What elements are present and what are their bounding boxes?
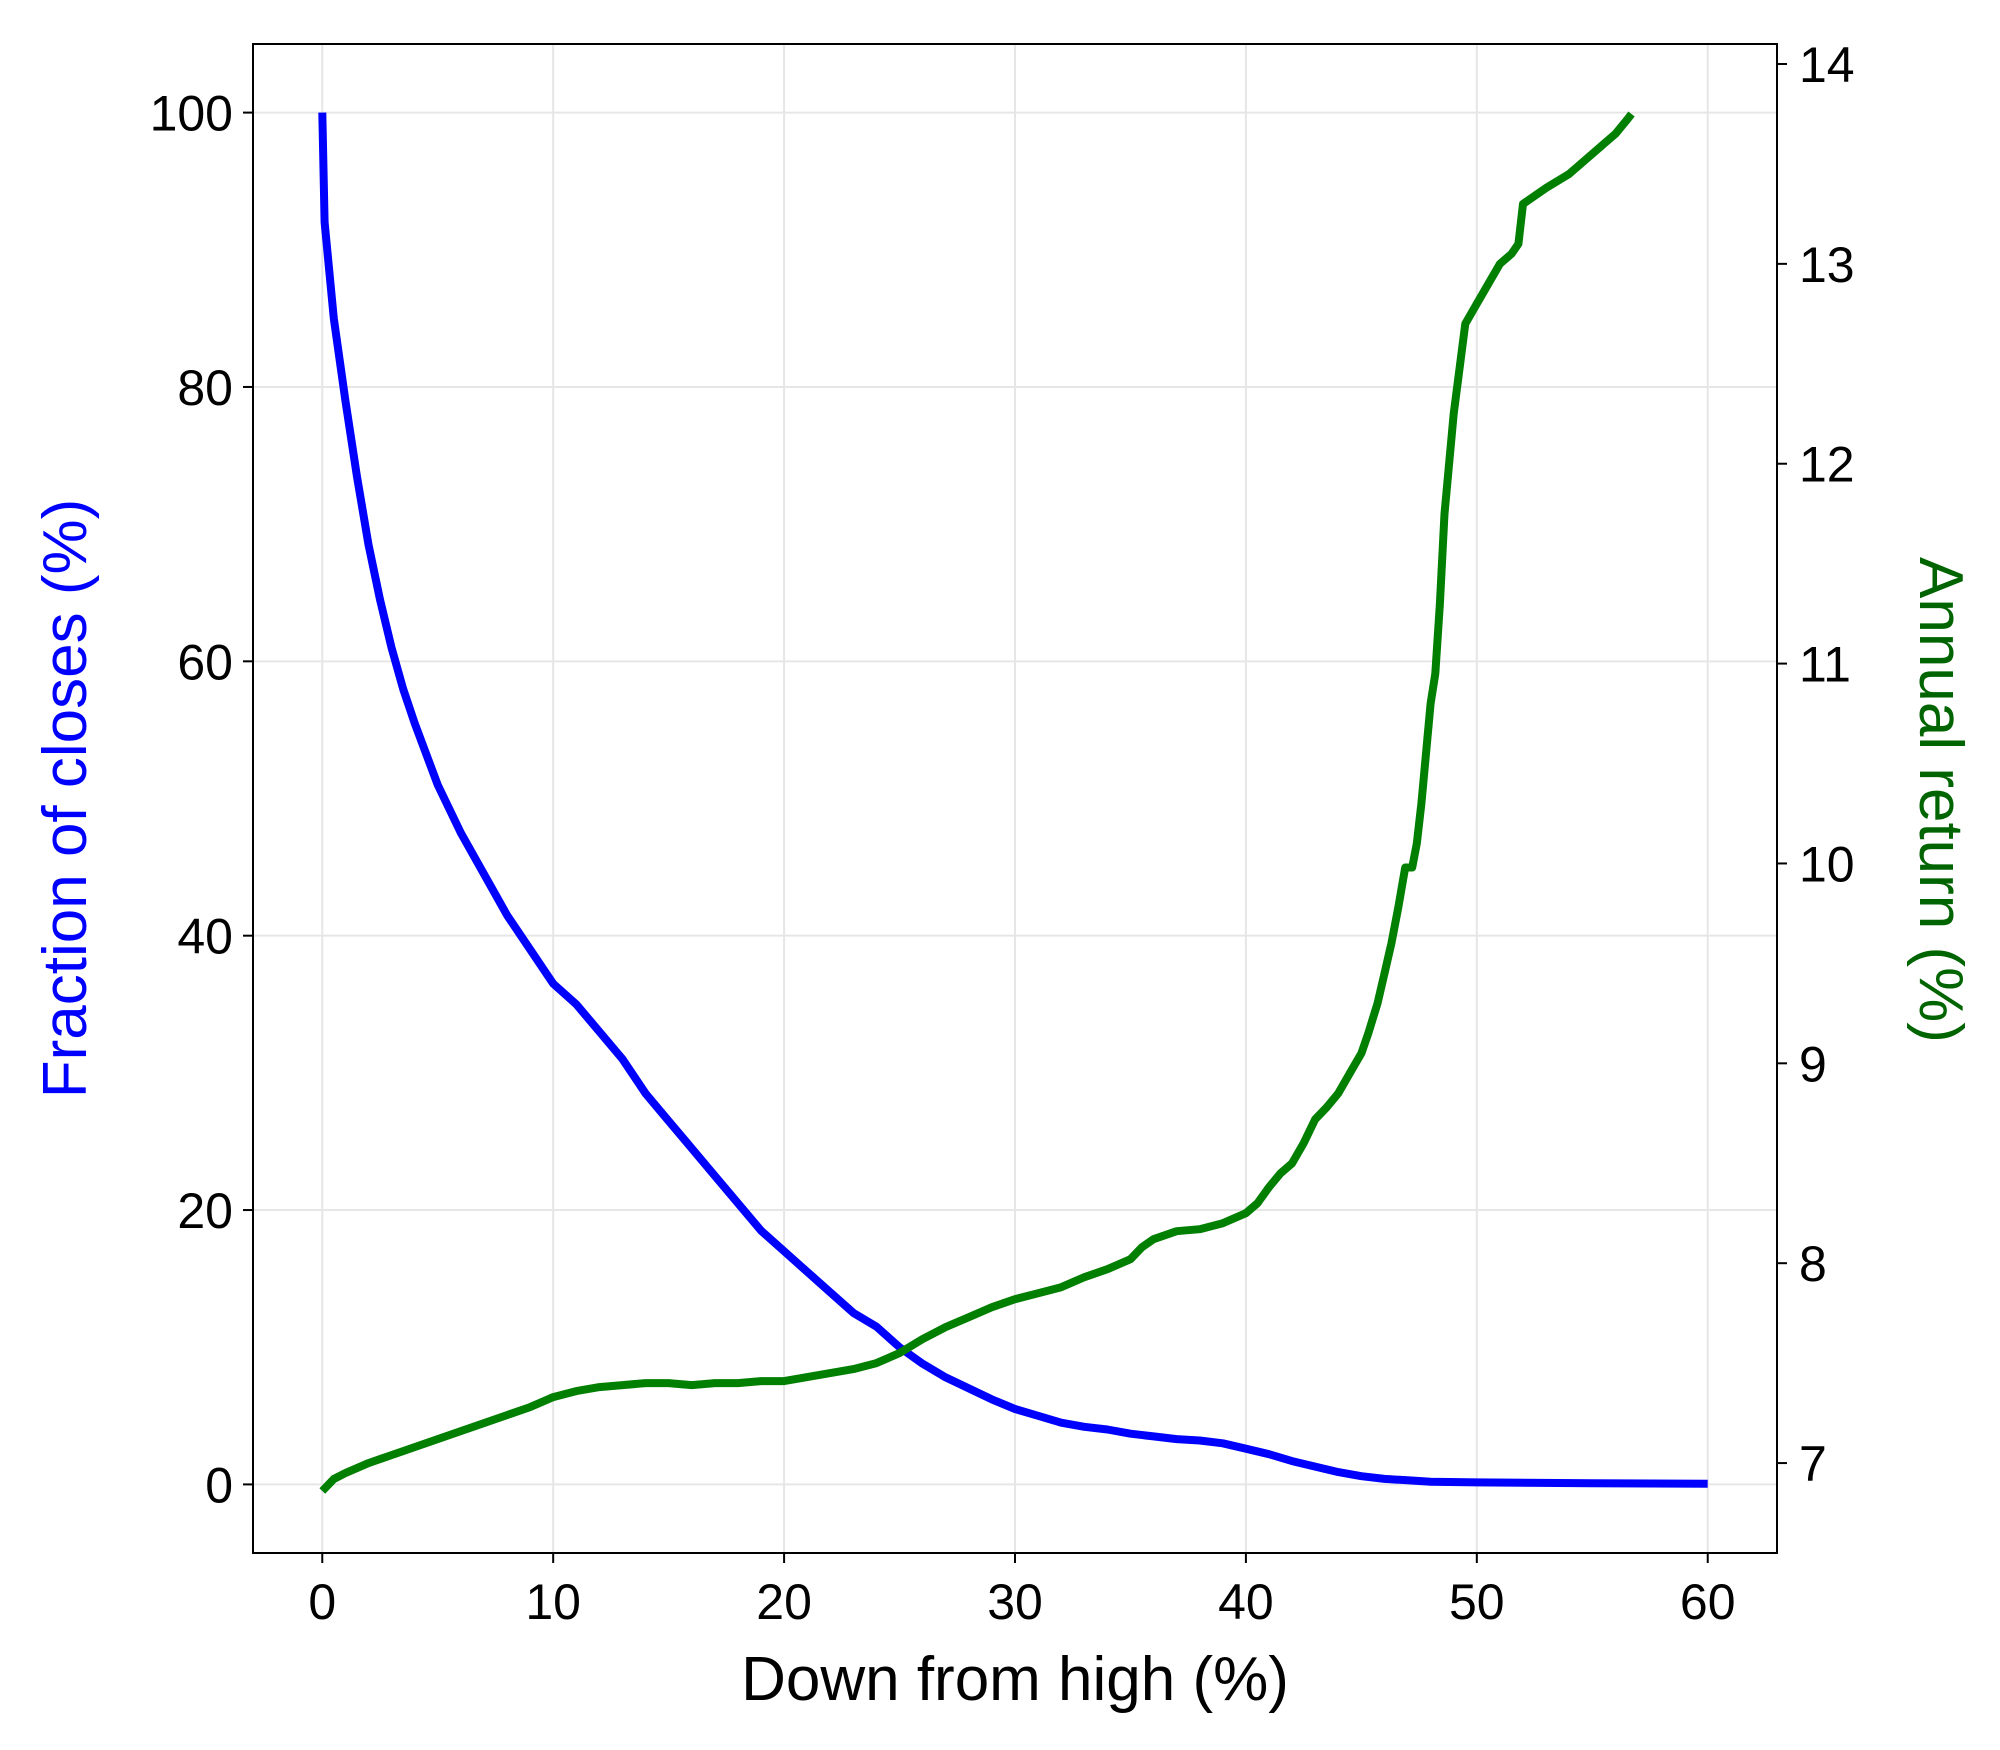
x-tick-label: 60 [1680,1574,1736,1630]
right-y-tick-label: 11 [1799,637,1851,693]
right-y-tick-label: 14 [1799,37,1855,93]
x-tick-label: 20 [756,1574,812,1630]
gridlines [253,44,1777,1553]
x-tick-label: 10 [525,1574,581,1630]
left-y-tick-label: 40 [177,909,233,965]
x-axis-title: Down from high (%) [741,1645,1289,1714]
left-y-tick-label: 20 [177,1183,233,1239]
annual-return-line [319,111,1635,1494]
x-tick-label: 30 [987,1574,1043,1630]
x-tick-label: 40 [1218,1574,1274,1630]
left-y-tick-label: 0 [205,1457,233,1513]
right-y-tick-label: 7 [1799,1436,1827,1492]
right-y-tick-label: 9 [1799,1036,1827,1092]
x-tick-label: 50 [1449,1574,1505,1630]
left-y-tick-label: 80 [177,360,233,416]
right-y-axis-title: Annual return (%) [1906,557,1975,1043]
x-tick-label: 0 [308,1574,336,1630]
right-y-tick-label: 8 [1799,1236,1827,1292]
right-y-tick-label: 10 [1799,836,1855,892]
axis-ticks: 0 10 20 30 40 50 60 0 20 40 60 80 100 7 8 9 10 11 12 13 14 [150,37,1855,1630]
right-y-tick-label: 12 [1799,437,1855,493]
left-y-axis-title: Fraction of closes (%) [31,499,100,1099]
plot-series [318,111,1708,1494]
left-y-tick-label: 60 [177,634,233,690]
fraction-of-closes-line [318,112,1708,1488]
right-y-tick-label: 13 [1799,237,1855,293]
left-y-tick-label: 100 [150,86,233,142]
